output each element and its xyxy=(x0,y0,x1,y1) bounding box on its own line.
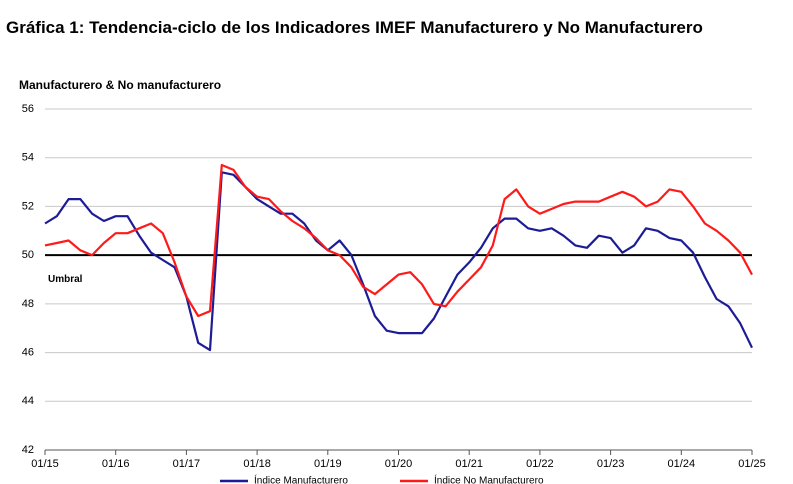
x-tick-label: 01/15 xyxy=(31,458,59,470)
y-tick-label: 48 xyxy=(22,298,34,310)
y-tick-label: 42 xyxy=(22,444,34,456)
y-tick-label: 52 xyxy=(22,200,34,212)
x-tick-label: 01/18 xyxy=(243,458,271,470)
y-tick-label: 46 xyxy=(22,346,34,358)
annotation: Umbral xyxy=(48,274,83,285)
y-tick-label: 54 xyxy=(22,152,34,164)
x-tick-label: 01/25 xyxy=(738,458,766,470)
chart-subtitle: Manufacturero & No manufacturero xyxy=(19,78,221,92)
series-line xyxy=(44,171,753,352)
x-tick-label: 01/24 xyxy=(668,458,696,470)
x-tick-label: 01/21 xyxy=(455,458,483,470)
chart-title: Gráfica 1: Tendencia-ciclo de los Indica… xyxy=(6,18,703,37)
x-tick-label: 01/22 xyxy=(526,458,554,470)
series-line xyxy=(44,163,753,318)
x-tick-label: 01/20 xyxy=(385,458,413,470)
y-tick-label: 44 xyxy=(22,395,34,407)
x-tick-label: 01/17 xyxy=(173,458,201,470)
x-tick-label: 01/19 xyxy=(314,458,342,470)
legend-label: Índice Manufacturero xyxy=(254,474,348,484)
y-tick-label: 56 xyxy=(22,103,34,115)
x-tick-label: 01/23 xyxy=(597,458,625,470)
x-tick-label: 01/16 xyxy=(102,458,130,470)
y-tick-label: 50 xyxy=(22,249,34,261)
legend-label: Índice No Manufacturero xyxy=(434,474,544,484)
